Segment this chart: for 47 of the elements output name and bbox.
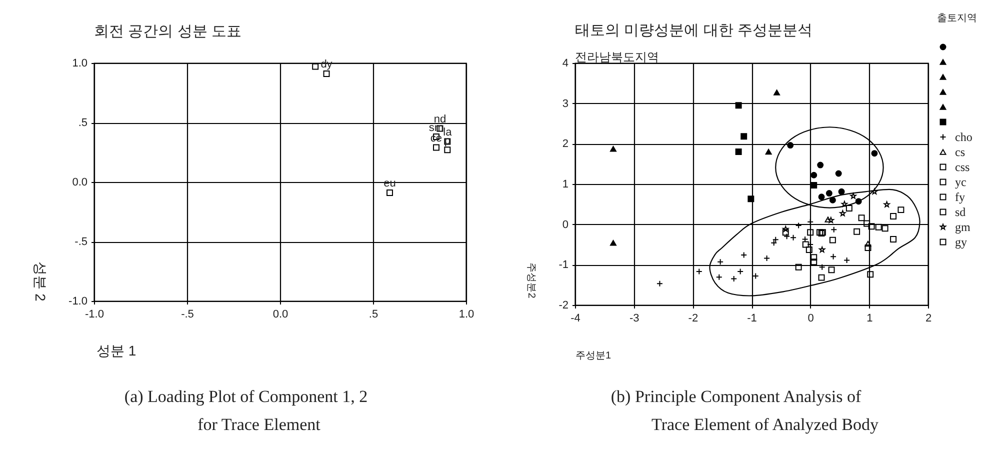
y-tick-label: -1.0: [68, 296, 88, 308]
x-tick-label: -4: [570, 312, 580, 324]
legend-label: css: [955, 160, 970, 174]
x-tick-label: -.5: [181, 308, 194, 320]
y-tick-label: 1: [562, 178, 568, 190]
x-axis-title: 성분 1: [96, 342, 136, 358]
x-tick-label: 1: [866, 312, 873, 324]
chart-subtitle: 전라남북도지역: [575, 50, 659, 64]
x-tick-label: 0: [808, 312, 814, 324]
text: (b) Principle Component Analysis of: [610, 387, 862, 406]
x-tick-label: 1.0: [458, 308, 474, 320]
x-tick-label: .5: [368, 308, 378, 320]
annotation: nd: [434, 113, 446, 126]
chart-title: 태토의 미량성분에 대한 주성분분석: [575, 22, 813, 39]
x-tick-label: -1.0: [85, 308, 104, 320]
text: Trace Element of Analyzed Body: [652, 415, 879, 434]
legend-label: yc: [955, 175, 966, 189]
legend-label: sd: [955, 205, 966, 219]
y-tick-label: 1.0: [72, 58, 88, 70]
y-tick-label: 0: [562, 218, 568, 231]
x-tick-label: -3: [629, 312, 640, 324]
legend-label: gm: [955, 220, 971, 234]
text: (a) Loading Plot of Component 1, 2: [124, 387, 368, 406]
annotation: ce: [430, 132, 442, 144]
y-tick-label: .5: [78, 117, 88, 129]
legend-label: cs: [955, 145, 966, 159]
x-tick-label: 0.0: [272, 308, 288, 320]
x-tick-label: -2: [688, 312, 698, 324]
legend-label: cho: [955, 130, 972, 144]
y-tick-label: -1: [558, 259, 568, 272]
x-tick-label: -1: [747, 312, 757, 324]
y-tick-label: 4: [562, 58, 568, 70]
y-axis-title: 성분 2: [32, 262, 48, 302]
legend-label: fy: [955, 190, 965, 204]
chart-title: 회전 공간의 성분 도표: [94, 23, 242, 40]
y-tick-label: 3: [562, 98, 568, 110]
legend-title: 출토지역: [937, 13, 977, 24]
y-tick-label: 2: [562, 138, 568, 150]
annotation: la: [443, 126, 453, 139]
x-axis-title: 주성분1: [576, 350, 612, 362]
y-tick-label: -2: [558, 300, 568, 312]
y-tick-label: 0.0: [72, 176, 88, 188]
x-tick-label: 2: [925, 312, 932, 324]
text: for Trace Element: [198, 415, 321, 434]
y-tick-label: -.5: [74, 236, 88, 248]
legend-label: gy: [955, 235, 967, 249]
y-axis-title: 주성분2: [526, 262, 536, 299]
